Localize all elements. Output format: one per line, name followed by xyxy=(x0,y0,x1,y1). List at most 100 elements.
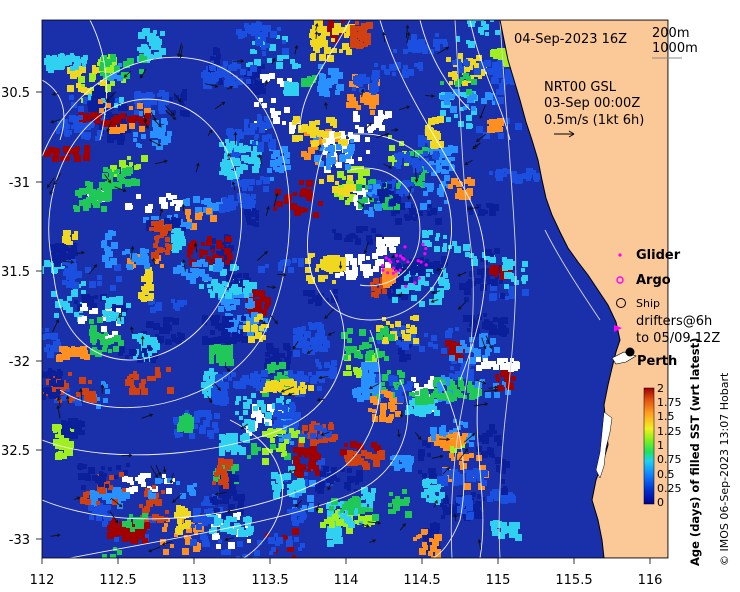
sst-pixel xyxy=(258,266,265,273)
sst-pixel xyxy=(144,263,150,269)
sst-pixel xyxy=(455,343,460,348)
sst-pixel xyxy=(345,200,350,205)
sst-pixel xyxy=(336,162,342,168)
sst-pixel xyxy=(298,480,305,487)
sst-pixel xyxy=(485,344,492,351)
sst-pixel xyxy=(222,287,226,291)
sst-pixel xyxy=(398,203,405,210)
sst-pixel xyxy=(138,333,143,338)
sst-pixel xyxy=(238,283,245,290)
sst-pixel xyxy=(226,492,231,497)
sst-pixel xyxy=(145,271,151,277)
sst-pixel xyxy=(261,335,266,340)
sst-pixel xyxy=(59,435,64,440)
sst-pixel xyxy=(256,417,262,423)
sst-pixel xyxy=(247,318,254,325)
sst-pixel xyxy=(302,188,307,193)
sst-pixel xyxy=(255,410,262,417)
sst-pixel xyxy=(498,491,503,496)
sst-pixel xyxy=(392,510,396,514)
sst-pixel xyxy=(273,166,277,170)
sst-pixel xyxy=(273,117,280,124)
sst-pixel xyxy=(486,203,490,207)
sst-pixel xyxy=(233,75,238,80)
sst-pixel xyxy=(449,81,453,85)
sst-pixel xyxy=(228,149,232,153)
sst-pixel xyxy=(364,273,369,278)
sst-pixel xyxy=(392,499,397,504)
sst-pixel xyxy=(265,381,271,387)
sst-pixel xyxy=(471,79,477,85)
sst-pixel xyxy=(331,360,337,366)
sst-pixel xyxy=(522,261,528,267)
sst-pixel xyxy=(318,44,322,48)
sst-pixel xyxy=(354,199,361,206)
sst-pixel xyxy=(421,398,428,405)
sst-pixel xyxy=(271,163,275,167)
sst-pixel xyxy=(289,486,294,491)
sst-pixel xyxy=(422,147,429,154)
sst-pixel xyxy=(170,544,174,548)
sst-pixel xyxy=(410,269,416,275)
sst-pixel xyxy=(463,395,467,399)
sst-pixel xyxy=(212,481,216,485)
sst-pixel xyxy=(218,336,225,343)
sst-pixel xyxy=(214,413,220,419)
sst-pixel xyxy=(315,268,319,272)
sst-pixel xyxy=(220,526,224,530)
sst-pixel xyxy=(288,375,292,379)
sst-pixel xyxy=(344,267,349,272)
sst-pixel xyxy=(252,84,259,91)
sst-pixel xyxy=(148,282,152,286)
sst-pixel xyxy=(471,106,476,111)
sst-pixel xyxy=(446,382,450,386)
sst-pixel xyxy=(346,154,351,159)
sst-pixel xyxy=(392,72,396,76)
sst-pixel xyxy=(116,308,121,313)
sst-pixel xyxy=(467,385,474,392)
sst-pixel xyxy=(330,365,335,370)
sst-pixel xyxy=(432,474,437,479)
sst-pixel xyxy=(91,494,98,501)
sst-pixel xyxy=(317,386,322,391)
sst-pixel xyxy=(283,343,290,350)
sst-pixel xyxy=(427,409,431,413)
sst-pixel xyxy=(490,341,494,345)
sst-pixel xyxy=(364,520,371,527)
sst-pixel xyxy=(265,297,271,303)
sst-pixel xyxy=(96,560,103,567)
sst-pixel xyxy=(283,363,290,370)
sst-pixel xyxy=(346,181,351,186)
sst-pixel xyxy=(419,67,423,71)
sst-pixel xyxy=(42,371,44,377)
sst-pixel xyxy=(71,432,78,439)
sst-pixel xyxy=(473,513,479,519)
sst-pixel xyxy=(326,373,331,378)
sst-pixel xyxy=(426,262,433,269)
sst-pixel xyxy=(143,28,150,35)
sst-pixel xyxy=(238,501,244,507)
sst-pixel xyxy=(341,139,348,146)
sst-pixel xyxy=(188,250,193,255)
sst-pixel xyxy=(327,177,332,182)
sst-pixel xyxy=(248,157,255,164)
sst-pixel xyxy=(206,410,210,414)
sst-pixel xyxy=(89,515,94,520)
sst-pixel xyxy=(416,388,423,395)
sst-pixel xyxy=(121,78,126,83)
sst-pixel xyxy=(370,282,374,286)
sst-pixel xyxy=(481,451,488,458)
sst-pixel xyxy=(494,79,499,84)
sst-pixel xyxy=(313,212,319,218)
sst-pixel xyxy=(444,495,448,499)
sst-pixel xyxy=(141,134,146,139)
sst-pixel xyxy=(227,482,232,487)
sst-pixel xyxy=(231,529,237,535)
sst-pixel xyxy=(70,66,75,71)
sst-pixel xyxy=(272,484,278,490)
sst-pixel xyxy=(384,237,391,244)
sst-pixel xyxy=(515,177,522,184)
sst-pixel xyxy=(62,59,69,66)
sst-pixel xyxy=(367,239,373,245)
sst-pixel xyxy=(437,393,444,400)
